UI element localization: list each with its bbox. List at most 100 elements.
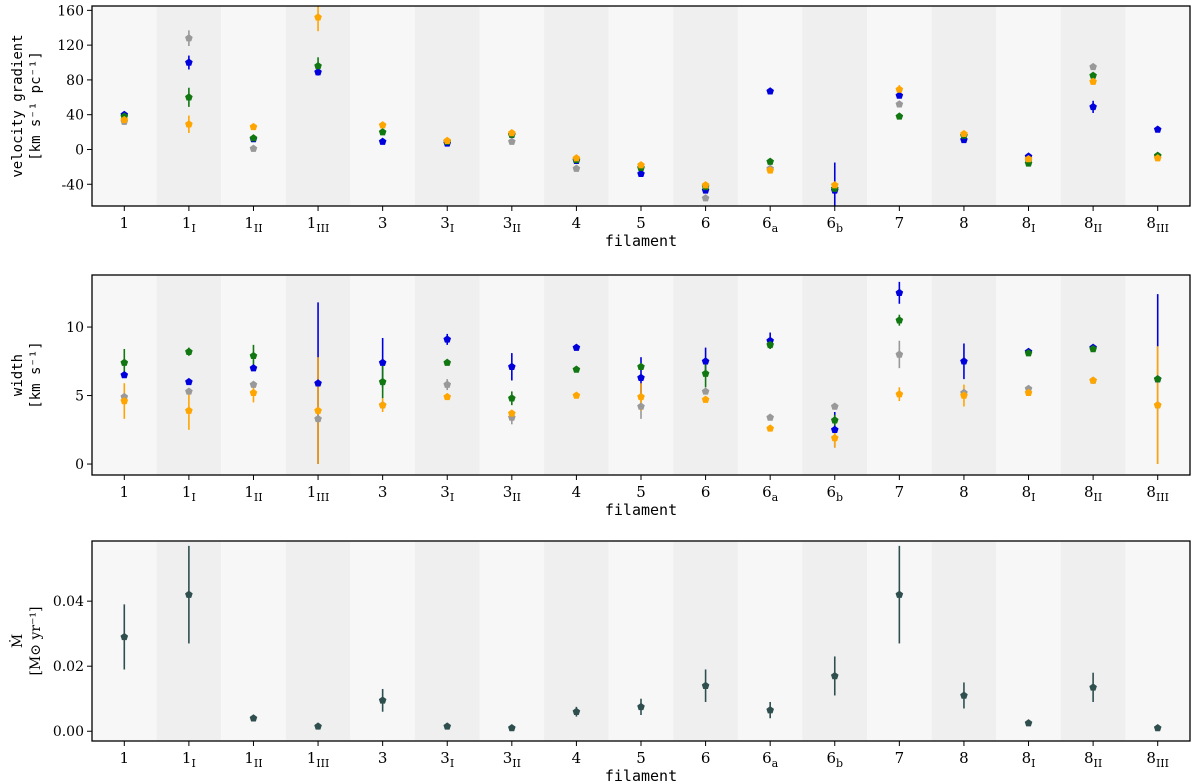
data-point-blue: [637, 373, 645, 381]
category-stripe: [221, 275, 286, 475]
data-point-orange: [120, 397, 129, 405]
data-point-grey: [830, 402, 839, 410]
category-stripe: [285, 6, 351, 206]
x-tick-label: 3II: [503, 214, 521, 235]
category-stripe: [479, 541, 545, 741]
x-tick-label: 3: [378, 214, 388, 232]
mass-accretion-rate-panel: 0.00 0.02 0.04 1 1I 1II 1III 3 3I 3II 4 5 6 6a 6b 7 8 8I 8…: [8, 540, 1191, 784]
category-stripe: [544, 6, 609, 206]
data-point-orange: [766, 424, 774, 432]
data-point-orange: [960, 391, 968, 399]
data-point-grey: [766, 413, 774, 421]
data-point-orange: [1089, 376, 1097, 384]
data-point-orange: [185, 120, 193, 128]
x-tick-label: 1I: [182, 214, 196, 235]
category-stripe: [350, 6, 415, 206]
data-point-grey: [249, 380, 258, 388]
x-tick-label: 6a: [762, 749, 779, 770]
data-point-blue: [443, 335, 452, 343]
data-point-orange: [185, 406, 193, 414]
x-tick-label: 4: [572, 749, 582, 767]
data-point-blue: [830, 425, 839, 434]
data-point-blue: [120, 371, 129, 379]
category-stripe: [221, 541, 286, 741]
x-tick-label: 5: [636, 749, 646, 767]
x-tick-label: 1II: [244, 483, 262, 504]
data-point-green: [572, 365, 581, 373]
data-point-green: [185, 93, 193, 101]
category-stripe: [285, 541, 351, 741]
y-tick-label: -40: [61, 177, 84, 193]
y-tick-label: 160: [57, 3, 84, 19]
data-point-orange: [1153, 401, 1162, 409]
data-point-blue: [378, 137, 387, 145]
category-stripe: [1125, 541, 1190, 741]
data-point-blue: [895, 288, 904, 297]
data-point-orange: [637, 161, 645, 169]
data-point-dark: [701, 681, 710, 689]
data-point-orange: [1024, 155, 1033, 163]
data-point-orange: [895, 85, 904, 93]
width-panel: 0 5 10 1 1I 1II 1III 3 3I 3II 4 5 6 6a 6b 7 8 8I 8II 8III fi…: [10, 274, 1191, 519]
data-point-blue: [701, 357, 710, 365]
data-point-grey: [120, 392, 129, 401]
category-stripe: [996, 6, 1061, 206]
data-point-orange: [572, 391, 581, 399]
category-stripe: [1060, 541, 1126, 741]
category-stripe: [1060, 275, 1126, 475]
data-point-orange: [1153, 154, 1162, 162]
category-stripe: [1125, 6, 1190, 206]
data-point-orange: [378, 121, 387, 129]
y-axis-title: [km s⁻¹ pc⁻¹]: [28, 51, 44, 161]
x-tick-label: 5: [636, 214, 646, 232]
y-tick-label: 0: [75, 142, 84, 158]
x-tick-label: 8III: [1146, 483, 1169, 504]
data-point-green: [508, 394, 516, 402]
data-point-grey: [185, 34, 193, 42]
data-point-green: [443, 358, 452, 366]
data-point-dark: [766, 706, 774, 714]
data-point-blue: [1089, 102, 1097, 111]
data-point-orange: [637, 392, 645, 401]
data-point-grey: [185, 387, 193, 395]
x-tick-label: 8I: [1022, 483, 1036, 504]
data-point-blue: [572, 343, 581, 351]
data-point-blue: [637, 169, 645, 178]
x-tick-label: 8I: [1022, 214, 1036, 235]
category-stripe: [737, 275, 803, 475]
data-point-green: [1153, 375, 1162, 383]
x-axis-title: filament: [605, 501, 677, 519]
x-tick-label: 1: [120, 483, 130, 501]
data-point-blue: [249, 364, 258, 372]
data-point-green: [1024, 349, 1033, 357]
x-tick-label: 5: [636, 483, 646, 501]
data-point-green: [1089, 71, 1097, 79]
x-tick-label: 6a: [762, 483, 779, 504]
data-point-dark: [960, 691, 968, 699]
x-tick-label: 7: [895, 749, 905, 767]
data-point-orange: [895, 390, 904, 398]
y-tick-label: 0: [75, 457, 84, 473]
x-tick-label: 1III: [307, 214, 330, 235]
data-point-blue: [766, 87, 774, 95]
x-tick-label: 3: [378, 483, 388, 501]
data-point-blue: [185, 58, 193, 66]
data-point-grey: [1024, 384, 1033, 392]
data-point-dark: [508, 723, 516, 732]
data-point-green: [120, 358, 129, 366]
x-tick-label: 1II: [244, 214, 262, 235]
data-point-orange: [443, 392, 452, 401]
x-tick-label: 8II: [1084, 214, 1102, 235]
x-tick-label: 8III: [1146, 214, 1169, 235]
data-point-dark: [314, 722, 322, 730]
data-point-orange: [1089, 77, 1097, 85]
data-point-dark: [249, 714, 258, 722]
x-tick-label: 3II: [503, 483, 521, 504]
data-point-orange: [314, 406, 322, 414]
data-point-orange: [830, 181, 839, 189]
x-tick-label: 3: [378, 749, 388, 767]
x-tick-label: 6b: [826, 483, 843, 504]
data-point-green: [701, 369, 710, 377]
category-stripe: [996, 541, 1061, 741]
